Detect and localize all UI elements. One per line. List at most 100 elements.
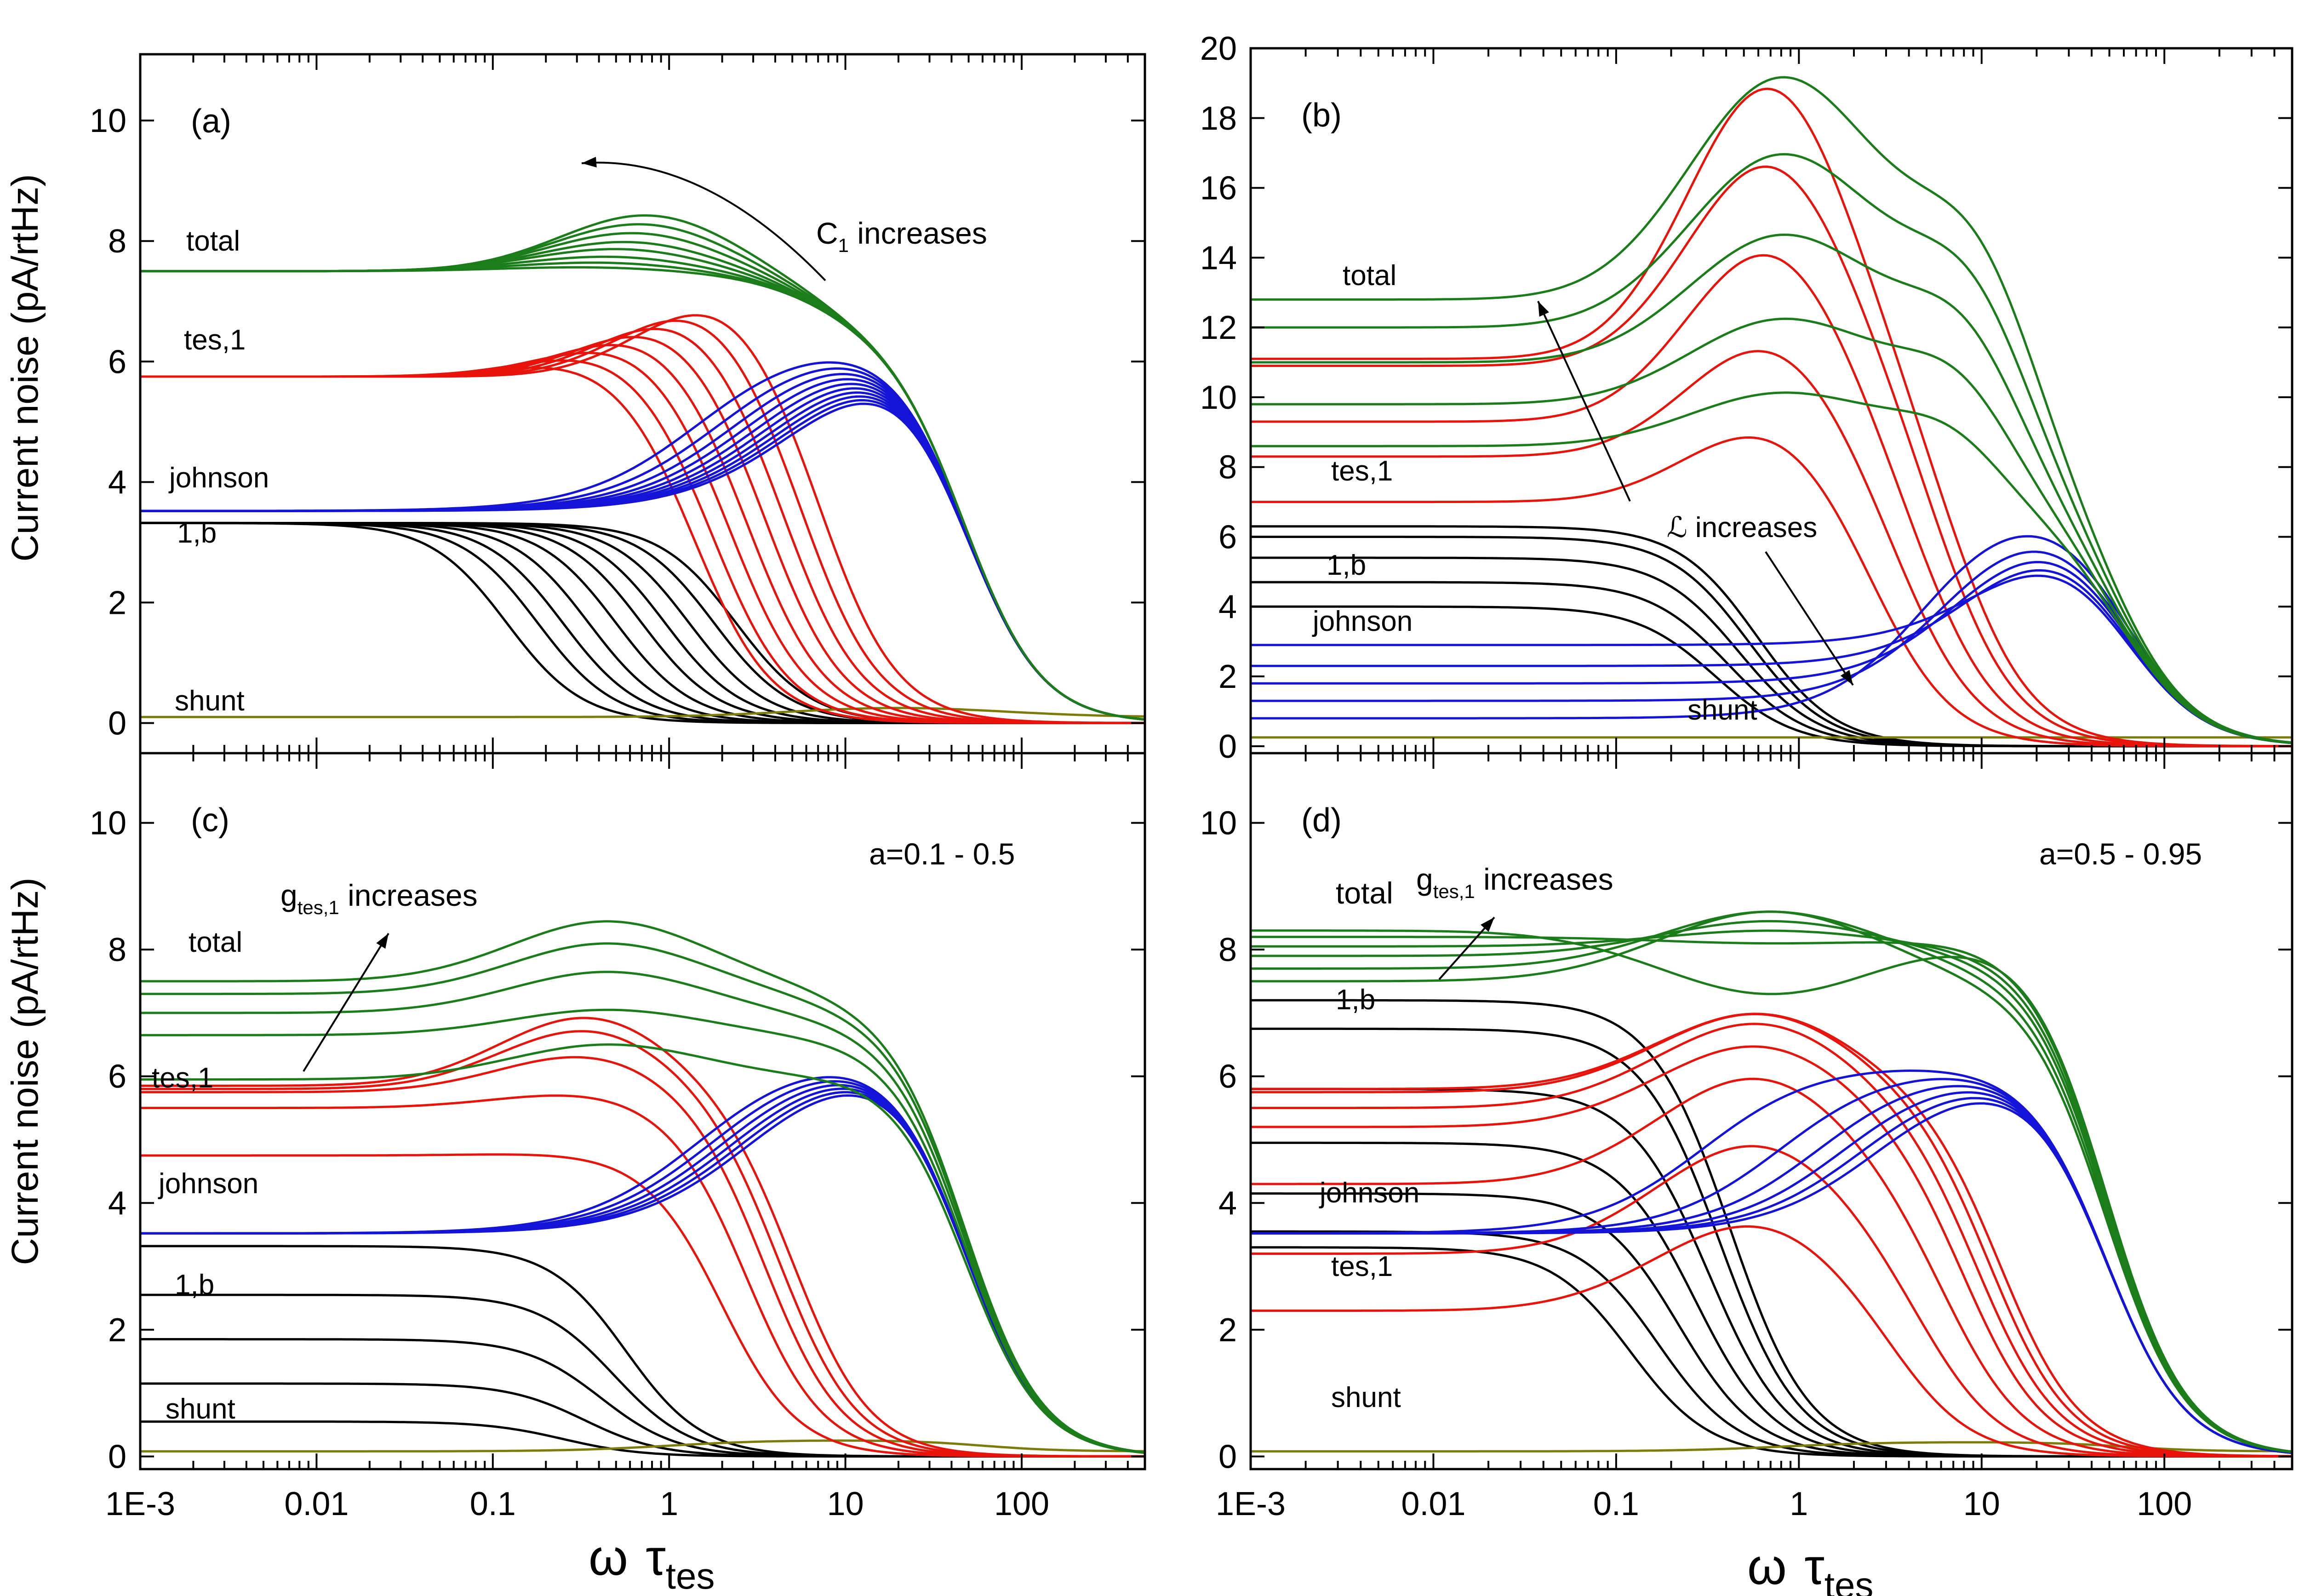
y-tick-label: 8: [1218, 449, 1237, 486]
y-ticks: 0 2 4 6 8 10: [90, 103, 1145, 742]
series-tes1-2: [1251, 254, 2292, 748]
y-tick-label: 10: [90, 805, 126, 842]
series-group: [1251, 910, 2293, 1458]
x-tick-label: 1: [660, 1486, 678, 1522]
series-total-1: [1251, 910, 2293, 1453]
series-tes1-3: [1251, 165, 2292, 748]
series-johnson-4: [1251, 574, 2293, 744]
panel-label: (b): [1301, 97, 1342, 134]
panel-c: 1E-3 0.01 0.1 1 10 100 0 2 4 6 8 10 (c) a=0.1 - 0.5 gt…: [90, 752, 1146, 1522]
series-shunt: [140, 707, 1145, 718]
series-group: [140, 214, 1145, 724]
y-tick-label: 8: [108, 932, 126, 968]
series-total-3: [140, 248, 1145, 721]
series-shunt: [140, 1439, 1145, 1453]
series-total-0: [1251, 391, 2293, 744]
x-tick-label: 10: [1963, 1486, 2000, 1522]
panel-a: 0 2 4 6 8 10 (a) total tes,1 johnson 1,b shunt C1 in…: [90, 53, 1146, 755]
y-tick-label: 4: [1218, 1185, 1237, 1222]
series-johnson-3: [1251, 1091, 2293, 1454]
y-tick-label: 8: [108, 223, 126, 260]
series-oneb-2: [140, 1338, 1145, 1458]
y-tick-label: 12: [1200, 309, 1237, 346]
series-tes1-0: [140, 1153, 1145, 1458]
annotation-c1: C1 increases: [816, 216, 987, 256]
panel-label: (c): [191, 802, 229, 839]
y-tick-label: 0: [108, 1438, 126, 1475]
series-johnson-7: [140, 395, 1145, 721]
y-tick-label: 2: [1218, 1312, 1237, 1349]
y-axis-title-top: Current noise (pA/rtHz): [4, 174, 46, 561]
annotation-oneb: 1,b: [1327, 549, 1366, 581]
annotation-param: a=0.1 - 0.5: [869, 837, 1015, 871]
panel-d: 1E-3 0.01 0.1 1 10 100 0 2 4 6 8 10 (d) a=0.5 - 0.95 t…: [1200, 752, 2293, 1522]
series-oneb-5: [140, 521, 1145, 724]
series-tes1-3: [1251, 1045, 2292, 1458]
series-tes1-6: [1251, 1013, 2293, 1458]
x-tick-label: 1E-3: [105, 1486, 175, 1522]
series-tes1-5: [140, 327, 1145, 724]
y-tick-label: 0: [1218, 728, 1237, 765]
y-ticks: 0 2 4 6 8 10: [1200, 805, 2292, 1475]
series-total-4: [1251, 76, 2293, 744]
annotation-arrow: [1765, 551, 1854, 686]
series-group: [1251, 76, 2293, 748]
x-tick-label: 0.1: [1593, 1486, 1639, 1522]
y-tick-label: 20: [1200, 30, 1237, 67]
annotation-total: total: [1343, 260, 1396, 292]
x-ticks: [1250, 48, 2293, 753]
series-johnson-4: [1251, 1097, 2293, 1454]
annotation-johnson: johnson: [158, 1168, 258, 1200]
series-tes1-4: [140, 336, 1145, 724]
y-axis-title-bottom: Current noise (pA/rtHz): [4, 877, 46, 1265]
panel-label: (d): [1301, 802, 1342, 839]
series-tes1-2: [1251, 1077, 2292, 1458]
series-johnson-9: [140, 402, 1145, 721]
y-tick-label: 0: [108, 705, 126, 742]
series-tes1-1: [140, 1094, 1145, 1458]
y-tick-label: 4: [108, 1185, 126, 1222]
y-ticks: 0 2 4 6 8 10: [90, 805, 1145, 1475]
series-johnson-3: [1251, 569, 2293, 744]
annotation-arrow: [1537, 301, 1631, 502]
x-tick-label: 0.01: [284, 1486, 349, 1522]
series-total-1: [140, 1008, 1145, 1454]
series-johnson-0: [140, 361, 1145, 721]
annotation-shunt: shunt: [166, 1393, 235, 1425]
series-tes1-3: [140, 344, 1145, 724]
annotation-tes1: tes,1: [1331, 1251, 1393, 1282]
annotation-tes1: tes,1: [1331, 455, 1393, 487]
series-tes1-4: [1251, 87, 2292, 748]
series-group: [140, 920, 1145, 1458]
x-ticks: 1E-3 0.01 0.1 1 10 100: [1216, 753, 2293, 1522]
y-tick-label: 6: [1218, 519, 1237, 555]
annotation-shunt: shunt: [175, 685, 245, 717]
series-tes1-0: [1251, 1225, 2292, 1458]
series-oneb-1: [1251, 1230, 2292, 1458]
series-total-4: [140, 920, 1145, 1453]
annotation-total: total: [189, 927, 242, 958]
annotation-johnson: johnson: [1312, 606, 1413, 637]
series-total-0: [140, 1043, 1145, 1454]
series-oneb-0: [1251, 1246, 2292, 1458]
series-johnson-1: [140, 367, 1145, 721]
x-axis-title-right: ω τtes: [1747, 1539, 1874, 1596]
y-tick-label: 18: [1200, 100, 1237, 137]
series-johnson-3: [140, 1087, 1145, 1454]
series-total-5: [1251, 929, 2293, 1453]
x-ticks: 1E-3 0.01 0.1 1 10 100: [105, 753, 1146, 1522]
y-tick-label: 14: [1200, 240, 1237, 276]
panel-frame: [139, 53, 1146, 755]
annotation-arrow: [581, 161, 826, 281]
series-tes1-7: [140, 314, 1145, 724]
series-tes1-1: [1251, 1145, 2292, 1458]
annotation-arrow: [303, 932, 389, 1072]
x-ticks: [139, 54, 1146, 753]
y-tick-label: 6: [1218, 1058, 1237, 1095]
annotation-arrowhead: [1538, 301, 1549, 317]
y-ticks: 0 2 4 6 8 10 12 14 16 18 20: [1200, 30, 2292, 765]
y-tick-label: 4: [108, 464, 126, 501]
annotation-l: ℒ increases: [1667, 512, 1817, 543]
y-tick-label: 2: [108, 584, 126, 621]
